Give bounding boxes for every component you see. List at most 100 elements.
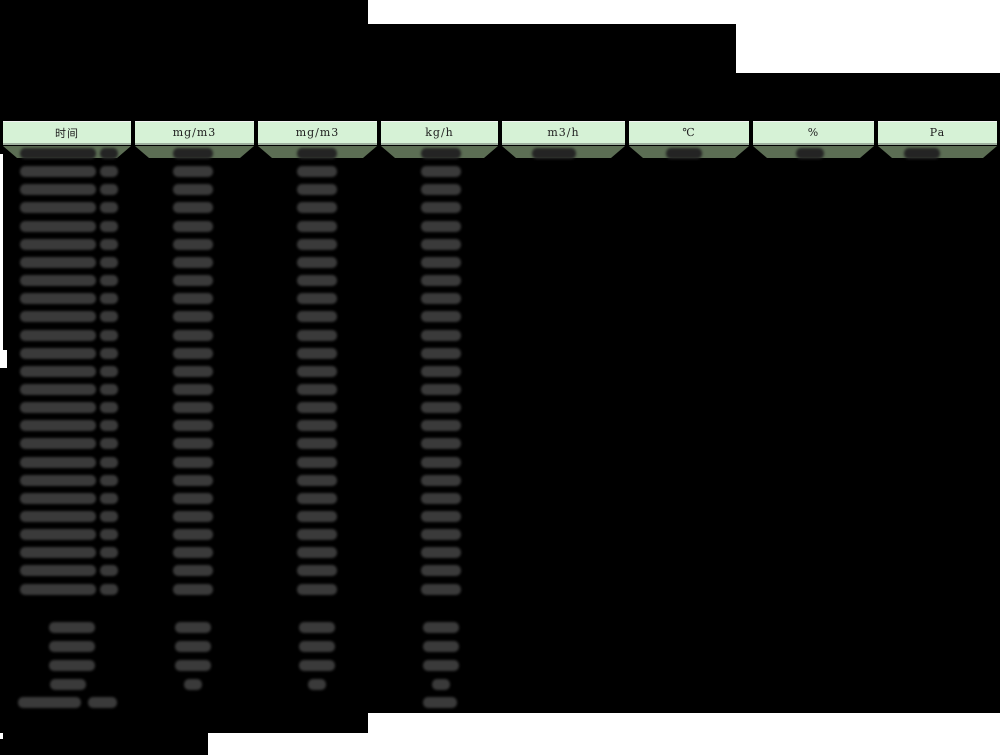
redacted-text bbox=[297, 275, 337, 286]
redacted-text bbox=[50, 679, 86, 690]
redacted-text bbox=[100, 438, 118, 449]
redacted-text bbox=[173, 511, 213, 522]
redacted-text bbox=[20, 547, 96, 558]
redacted-text bbox=[20, 239, 96, 250]
redacted-text bbox=[100, 475, 118, 486]
redacted-text bbox=[20, 565, 96, 576]
redacted-text bbox=[796, 148, 824, 159]
redacted-text bbox=[100, 293, 118, 304]
redacted-text bbox=[49, 622, 95, 633]
header-cell-8: Pa bbox=[878, 121, 997, 145]
redacted-text bbox=[421, 457, 461, 468]
redacted-text bbox=[421, 493, 461, 504]
redacted-text bbox=[173, 239, 213, 250]
redacted-text bbox=[20, 366, 96, 377]
redacted-text bbox=[421, 275, 461, 286]
redacted-text bbox=[297, 511, 337, 522]
redacted-text bbox=[421, 166, 461, 177]
redacted-text bbox=[173, 475, 213, 486]
redacted-text bbox=[175, 622, 211, 633]
redacted-text bbox=[421, 293, 461, 304]
redacted-text bbox=[100, 457, 118, 468]
redacted-text bbox=[297, 366, 337, 377]
redacted-text bbox=[173, 348, 213, 359]
window-background-fragment bbox=[736, 24, 1000, 73]
redacted-text bbox=[421, 311, 461, 322]
redacted-text bbox=[20, 493, 96, 504]
redacted-text bbox=[100, 330, 118, 341]
redacted-text bbox=[173, 547, 213, 558]
redacted-text bbox=[421, 239, 461, 250]
redacted-text bbox=[100, 202, 118, 213]
redacted-text bbox=[423, 641, 459, 652]
redacted-text bbox=[20, 166, 96, 177]
redacted-text bbox=[297, 148, 337, 159]
redacted-text bbox=[173, 166, 213, 177]
redacted-text bbox=[100, 420, 118, 431]
redacted-text bbox=[20, 438, 96, 449]
redacted-text bbox=[20, 402, 96, 413]
redacted-text bbox=[423, 660, 459, 671]
header-cell-1: 时间 bbox=[3, 121, 131, 145]
redacted-text bbox=[173, 221, 213, 232]
unit-label: ℃ bbox=[682, 126, 696, 139]
redacted-text bbox=[100, 184, 118, 195]
redacted-text bbox=[100, 511, 118, 522]
redacted-text bbox=[184, 679, 202, 690]
redacted-text bbox=[88, 697, 117, 708]
redacted-text bbox=[421, 202, 461, 213]
redacted-text bbox=[666, 148, 702, 159]
redacted-text bbox=[173, 529, 213, 540]
redacted-text bbox=[175, 660, 211, 671]
header-cell-3: mg/m3 bbox=[258, 121, 377, 145]
redacted-text bbox=[20, 511, 96, 522]
redacted-text bbox=[421, 330, 461, 341]
redacted-text bbox=[100, 584, 118, 595]
redacted-text bbox=[173, 384, 213, 395]
redacted-text bbox=[175, 641, 211, 652]
unit-label: Pa bbox=[929, 126, 946, 139]
redacted-text bbox=[20, 184, 96, 195]
unit-label: 时间 bbox=[55, 126, 79, 140]
redacted-text bbox=[297, 547, 337, 558]
redacted-text bbox=[421, 584, 461, 595]
redacted-text bbox=[297, 529, 337, 540]
window-background-fragment bbox=[208, 733, 1000, 755]
redacted-text bbox=[297, 184, 337, 195]
redacted-text bbox=[100, 239, 118, 250]
redacted-text bbox=[423, 622, 459, 633]
redacted-text bbox=[100, 547, 118, 558]
window-background-fragment bbox=[0, 154, 3, 350]
redacted-text bbox=[173, 402, 213, 413]
redacted-text bbox=[173, 275, 213, 286]
redacted-text bbox=[297, 384, 337, 395]
header-cell-6: ℃ bbox=[629, 121, 749, 145]
redacted-text bbox=[297, 565, 337, 576]
unit-label: m3/h bbox=[547, 126, 580, 139]
redacted-text bbox=[100, 402, 118, 413]
redacted-text bbox=[423, 697, 457, 708]
redacted-text bbox=[421, 438, 461, 449]
redacted-text bbox=[173, 493, 213, 504]
redacted-text bbox=[421, 148, 461, 159]
redacted-text bbox=[421, 366, 461, 377]
redacted-text bbox=[297, 257, 337, 268]
unit-label: kg/h bbox=[425, 126, 454, 139]
redacted-text bbox=[297, 493, 337, 504]
redacted-text bbox=[18, 697, 81, 708]
redacted-text bbox=[100, 221, 118, 232]
redacted-text bbox=[173, 420, 213, 431]
redacted-text bbox=[20, 348, 96, 359]
header-cell-5: m3/h bbox=[502, 121, 625, 145]
redacted-text bbox=[421, 184, 461, 195]
redacted-text bbox=[421, 384, 461, 395]
redacted-text bbox=[100, 348, 118, 359]
redacted-text bbox=[297, 202, 337, 213]
redacted-text bbox=[173, 565, 213, 576]
redacted-text bbox=[20, 384, 96, 395]
redacted-text bbox=[297, 584, 337, 595]
redacted-text bbox=[100, 493, 118, 504]
redacted-text bbox=[20, 584, 96, 595]
redacted-text bbox=[20, 420, 96, 431]
redacted-text bbox=[297, 402, 337, 413]
